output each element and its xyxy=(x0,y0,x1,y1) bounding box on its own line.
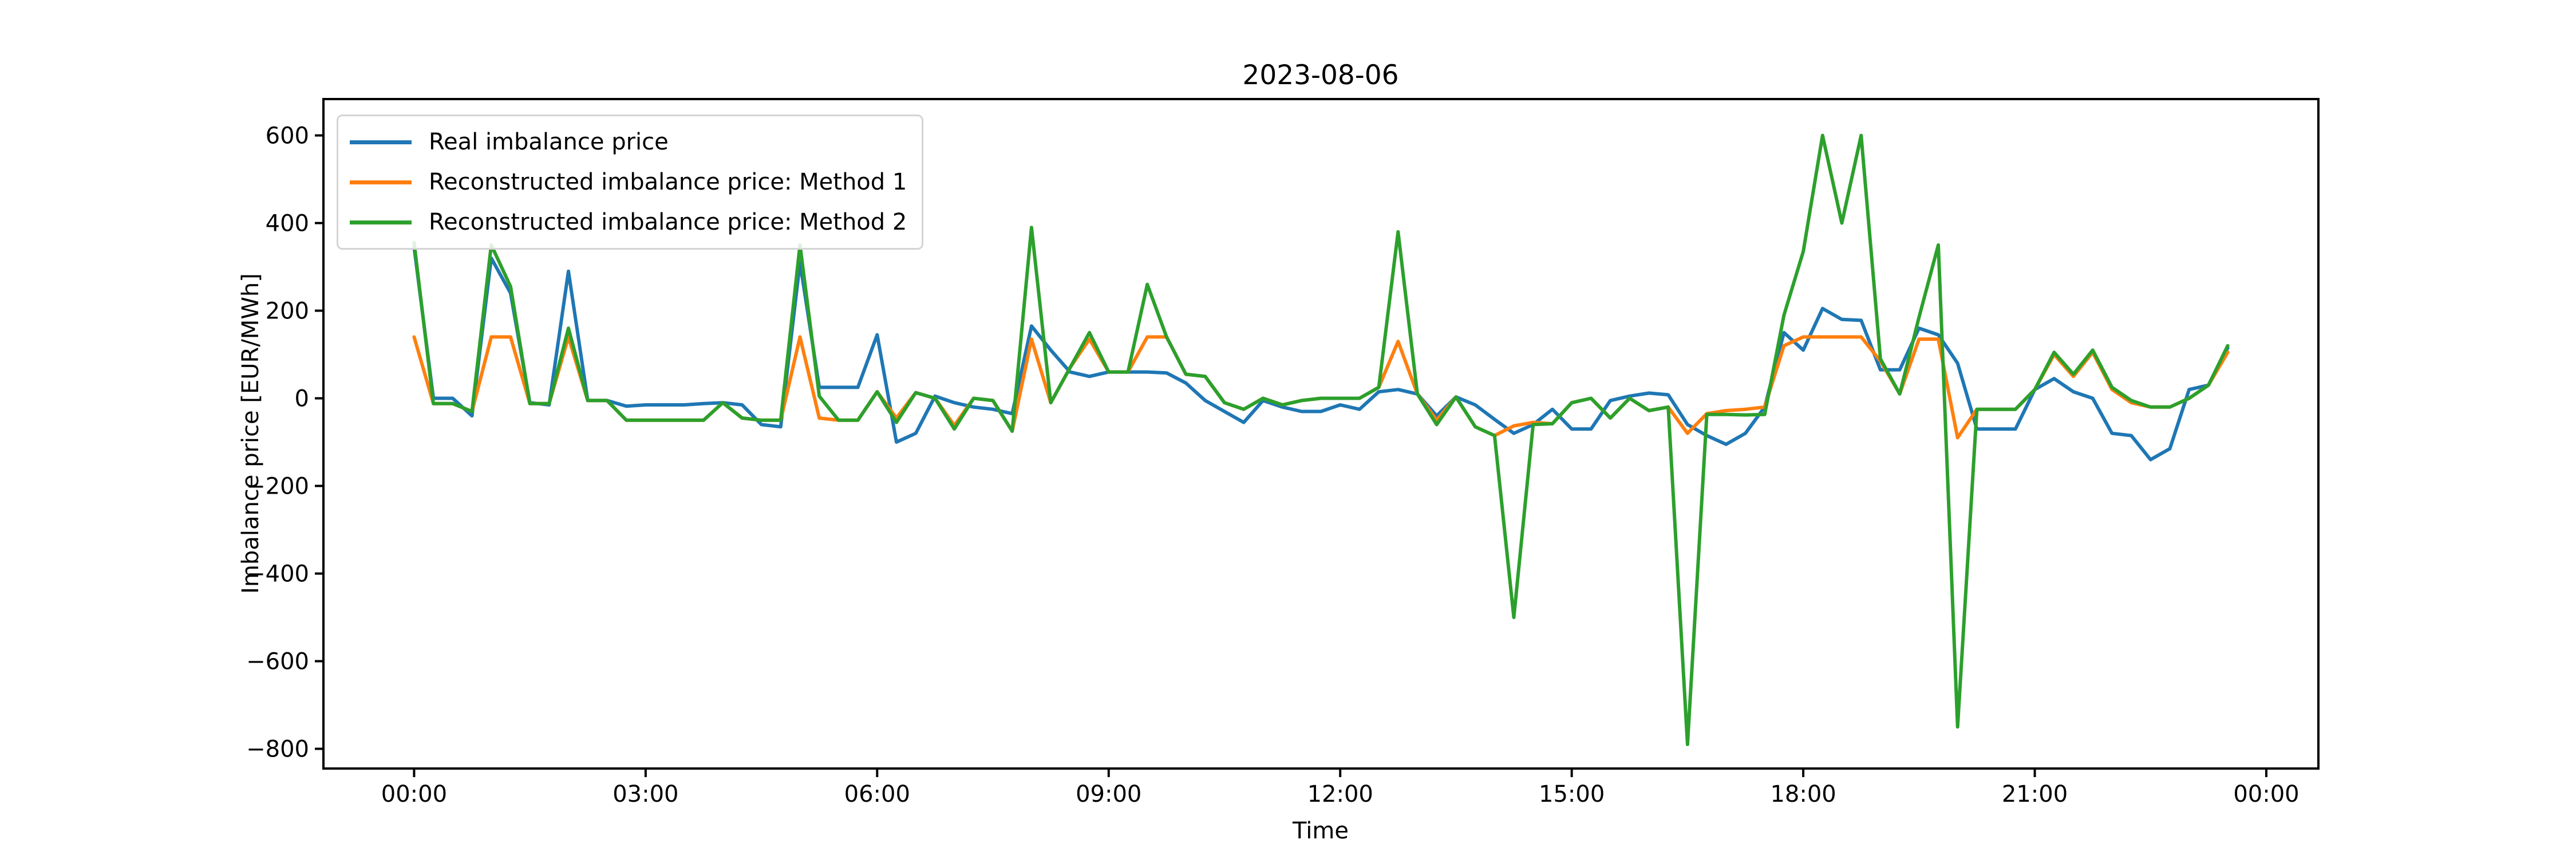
chart-title: 2023-08-06 xyxy=(1242,60,1399,91)
legend-item-method2: Reconstructed imbalance price: Method 2 xyxy=(350,202,907,242)
legend-label-method2: Reconstructed imbalance price: Method 2 xyxy=(429,209,907,235)
legend-line-method1-icon xyxy=(350,180,412,184)
legend-item-real: Real imbalance price xyxy=(350,122,907,162)
legend: Real imbalance price Reconstructed imbal… xyxy=(337,115,924,250)
y-tick-label: −600 xyxy=(246,649,309,675)
legend-line-real-icon xyxy=(350,140,412,144)
series-line-method1 xyxy=(412,335,2230,440)
series-line-method2 xyxy=(412,133,2230,746)
x-tick-label: 18:00 xyxy=(1770,781,1836,807)
x-tick-label: 12:00 xyxy=(1307,781,1373,807)
x-tick-label: 15:00 xyxy=(1539,781,1605,807)
x-tick-label: 21:00 xyxy=(2002,781,2068,807)
series-line-real xyxy=(412,245,2230,462)
x-tick-label: 06:00 xyxy=(844,781,910,807)
x-tick-label: 00:00 xyxy=(2233,781,2299,807)
x-tick-label: 03:00 xyxy=(613,781,678,807)
x-tick-label: 00:00 xyxy=(381,781,447,807)
x-tick-label: 09:00 xyxy=(1076,781,1141,807)
legend-label-method1: Reconstructed imbalance price: Method 1 xyxy=(429,169,907,195)
x-axis-label: Time xyxy=(1293,818,1349,844)
axes-frame xyxy=(322,98,2320,770)
y-tick-label: 400 xyxy=(266,211,309,237)
y-tick-label: −400 xyxy=(246,561,309,588)
legend-label-real: Real imbalance price xyxy=(429,129,669,155)
y-tick-label: 600 xyxy=(266,123,309,149)
legend-line-method2-icon xyxy=(350,220,412,224)
y-axis-label: Imbalance price [EUR/MWh] xyxy=(238,273,264,594)
y-tick-label: −800 xyxy=(246,736,309,763)
legend-item-method1: Reconstructed imbalance price: Method 1 xyxy=(350,162,907,202)
y-tick-label: 200 xyxy=(266,298,309,325)
y-tick-label: −200 xyxy=(246,474,309,500)
y-tick-label: 0 xyxy=(295,386,309,412)
